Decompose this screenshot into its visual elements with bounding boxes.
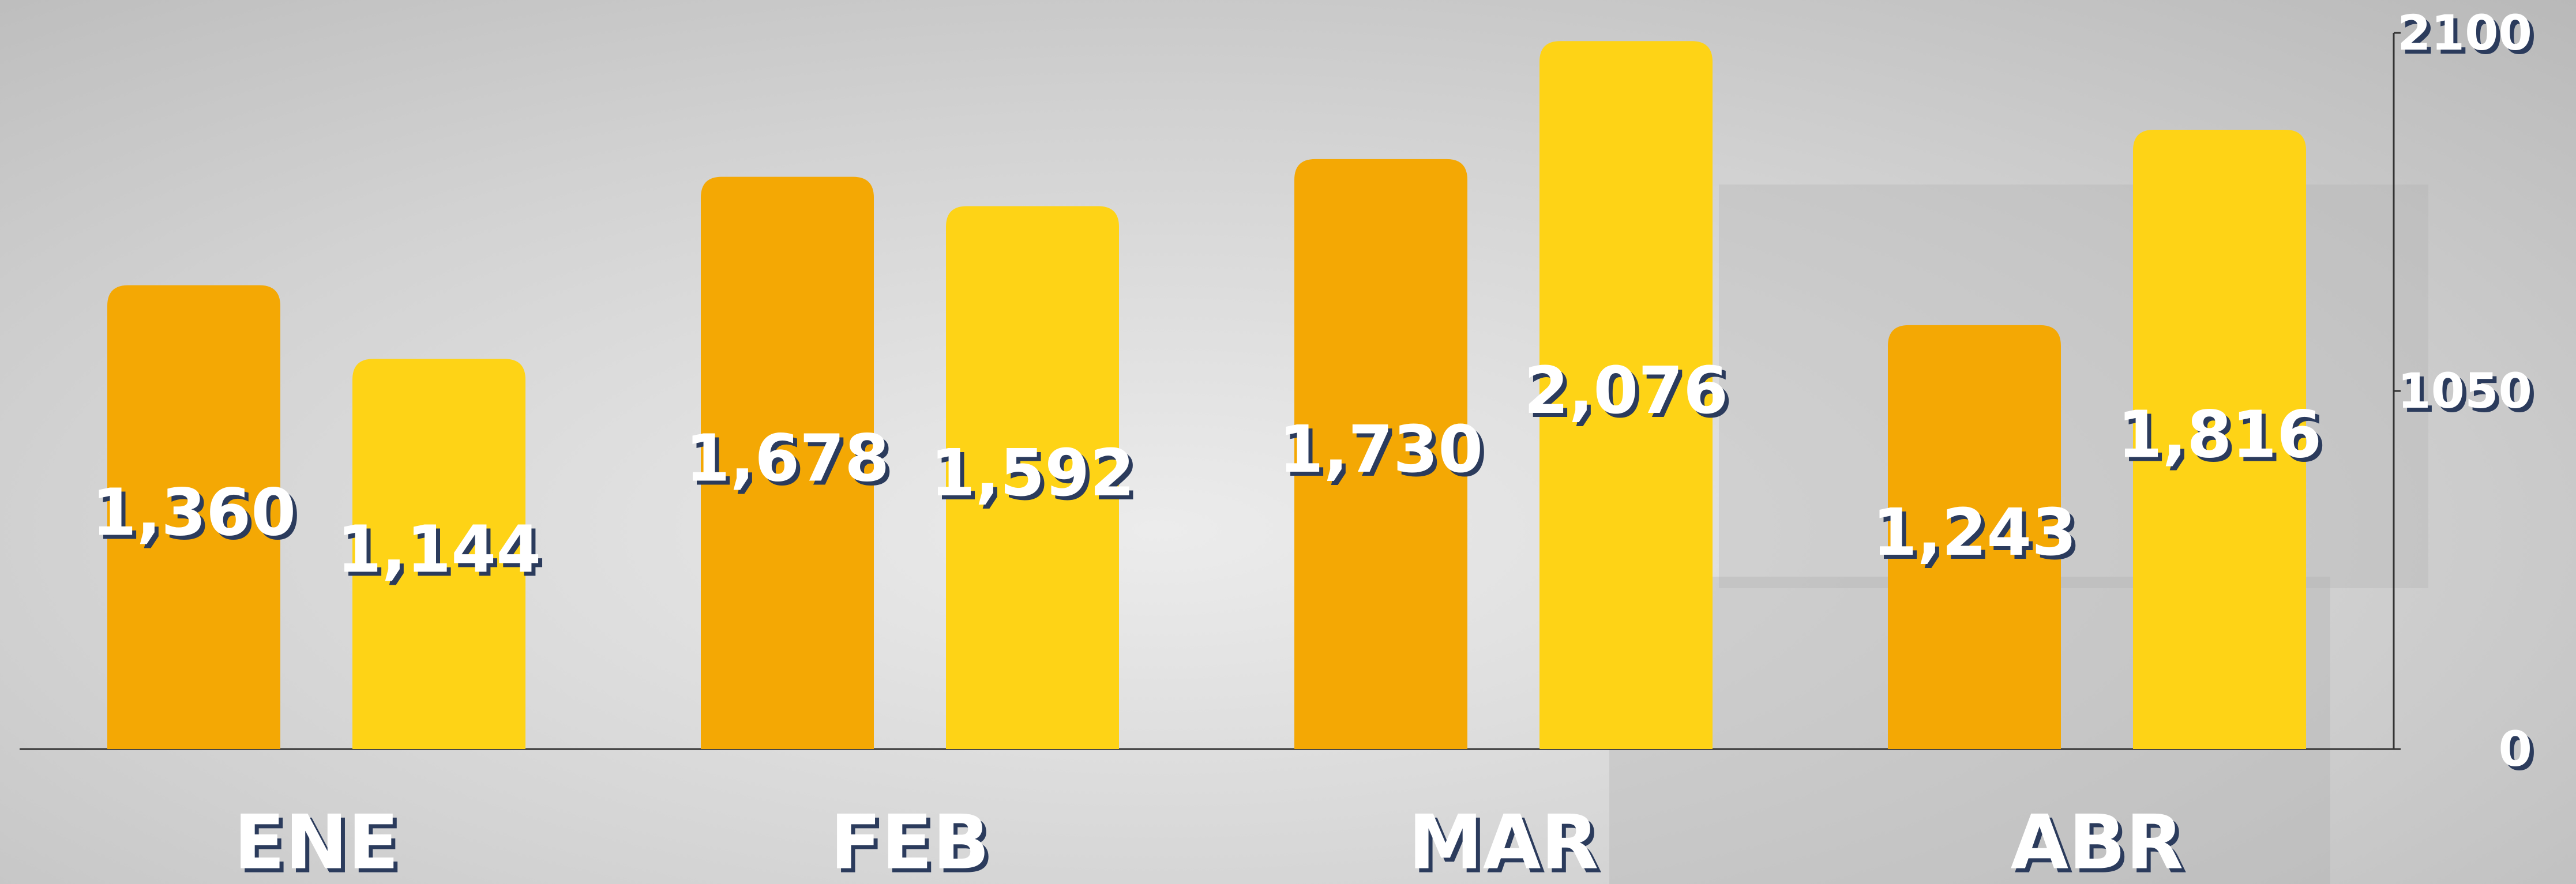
- x-tick-label: FEB: [830, 799, 990, 884]
- value-label: 1,592: [930, 436, 1135, 511]
- y-tick-label: 2100: [2397, 5, 2532, 61]
- value-label: 1,816: [2117, 398, 2322, 473]
- page: 0 1050 2100 ENE 1,360 1,144 FEB 1,678 1,592 MAR 1,…: [0, 0, 2576, 884]
- value-label: 1,678: [685, 422, 889, 496]
- x-tick-label: MAR: [1408, 799, 1598, 884]
- value-label: 2,076: [1524, 353, 1728, 428]
- y-tick-label: 1050: [2397, 363, 2532, 419]
- x-tick-label: ENE: [234, 799, 399, 884]
- value-label: 1,243: [1872, 495, 2076, 570]
- value-label: 1,730: [1279, 412, 1483, 487]
- chart: 0 1050 2100 ENE 1,360 1,144 FEB 1,678 1,592 MAR 1,…: [0, 0, 2576, 884]
- x-tick-label: ABR: [2011, 799, 2184, 884]
- y-tick-label: 0: [2499, 721, 2532, 777]
- value-label: 1,360: [92, 476, 296, 551]
- value-label: 1,144: [337, 512, 541, 587]
